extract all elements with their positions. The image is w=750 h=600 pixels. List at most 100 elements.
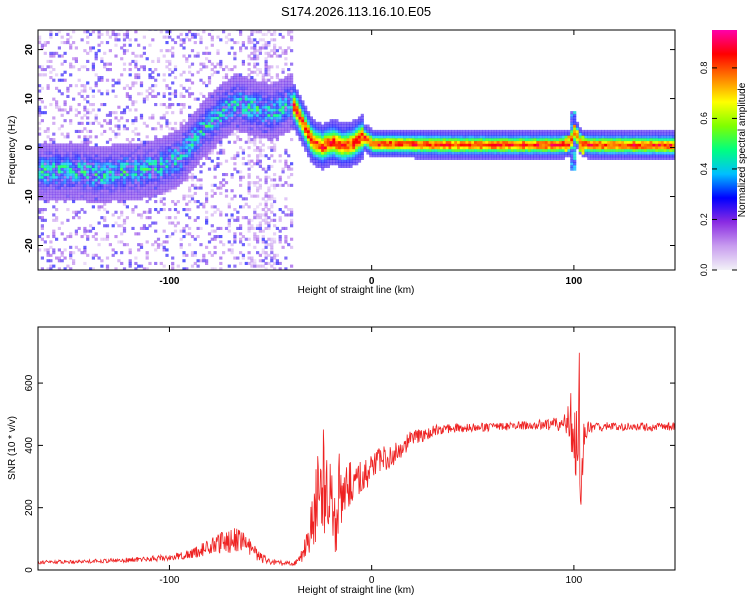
heatmap-cell [261,103,265,107]
heatmap-cell [264,100,268,104]
heatmap-cell [219,213,223,217]
heatmap-cell [222,151,226,155]
heatmap-cell [57,164,61,168]
heatmap-cell [137,76,141,80]
heatmap-cell [315,127,319,131]
heatmap-cell [233,100,237,104]
heatmap-cell [323,154,328,158]
heatmap-cell [185,267,189,270]
heatmap-cell [281,210,285,214]
heatmap-cell [142,194,146,198]
heatmap-cell [216,164,220,168]
heatmap-cell [241,84,245,88]
heatmap-cell [658,143,662,147]
heatmap-cell [250,57,254,61]
heatmap-cell [635,143,639,147]
heatmap-cell [323,135,328,139]
heatmap-cell [406,135,410,139]
heatmap-cell [270,205,274,209]
heatmap-cell [394,129,398,133]
heatmap-cell [77,164,81,168]
heatmap-cell [38,183,42,187]
heatmap-cell [151,173,155,177]
heatmap-cell [176,200,180,204]
heatmap-cell [522,138,526,142]
heatmap-cell [128,68,132,72]
heatmap-cell [83,226,87,230]
heatmap-cell [122,191,127,195]
heatmap-cell [264,129,268,133]
heatmap-cell [227,68,231,72]
heatmap-cell [159,162,163,166]
heatmap-cell [72,181,76,185]
heatmap-cell [213,132,217,136]
heatmap-cell [332,154,336,158]
heatmap-cell [171,267,175,270]
heatmap-cell [57,194,61,198]
heatmap-cell [55,167,59,171]
heatmap-cell [431,132,435,136]
heatmap-cell [256,205,260,209]
heatmap-cell [417,129,421,133]
heatmap-cell [210,224,214,228]
heatmap-cell [244,113,248,117]
heatmap-cell [508,143,512,147]
heatmap-cell [103,175,107,179]
heatmap-cell [162,154,166,158]
heatmap-cell [151,89,155,93]
heatmap-cell [239,237,243,241]
heatmap-cell [287,105,291,109]
heatmap-cell [139,197,144,201]
heatmap-cell [264,194,268,198]
heatmap-cell [171,264,175,268]
heatmap-cell [213,135,217,139]
heatmap-cell [488,156,492,160]
heatmap-cell [188,243,192,247]
heatmap-cell [108,111,112,115]
heatmap-cell [357,146,362,150]
heatmap-cell [267,84,271,88]
heatmap-cell [581,143,585,147]
heatmap-cell [55,218,59,222]
heatmap-cell [63,143,67,147]
heatmap-cell [91,253,95,257]
heatmap-cell [321,151,325,155]
heatmap-cell [83,186,87,190]
heatmap-cell [114,116,118,120]
heatmap-cell [137,159,141,163]
heatmap-cell [182,46,186,50]
heatmap-cell [205,194,209,198]
heatmap-cell [612,154,616,158]
heatmap-cell [338,124,342,128]
heatmap-cell [321,148,325,152]
heatmap-cell [273,111,277,115]
heatmap-cell [134,159,138,163]
heatmap-cell [459,146,463,150]
heatmap-cell [256,159,260,163]
heatmap-cell [74,210,78,214]
heatmap-cell [499,148,503,152]
heatmap-cell [247,38,251,42]
heatmap-cell [343,140,347,144]
heatmap-cell [307,151,311,155]
heatmap-cell [431,154,435,158]
heatmap-cell [38,164,42,168]
heatmap-cell [134,65,138,69]
heatmap-cell [60,78,64,82]
heatmap-cell [122,143,127,147]
heatmap-cell [72,175,76,179]
heatmap-cell [332,140,336,144]
heatmap-cell [290,73,294,77]
heatmap-cell [205,151,209,155]
heatmap-cell [338,146,342,150]
heatmap-cell [156,159,161,163]
heatmap-cell [134,194,138,198]
heatmap-cell [417,140,421,144]
heatmap-cell [352,138,356,142]
heatmap-cell [601,148,605,152]
heatmap-cell [165,181,169,185]
heatmap-cell [261,154,265,158]
heatmap-cell [74,154,78,158]
heatmap-cell [77,121,81,125]
heatmap-cell [287,76,291,80]
